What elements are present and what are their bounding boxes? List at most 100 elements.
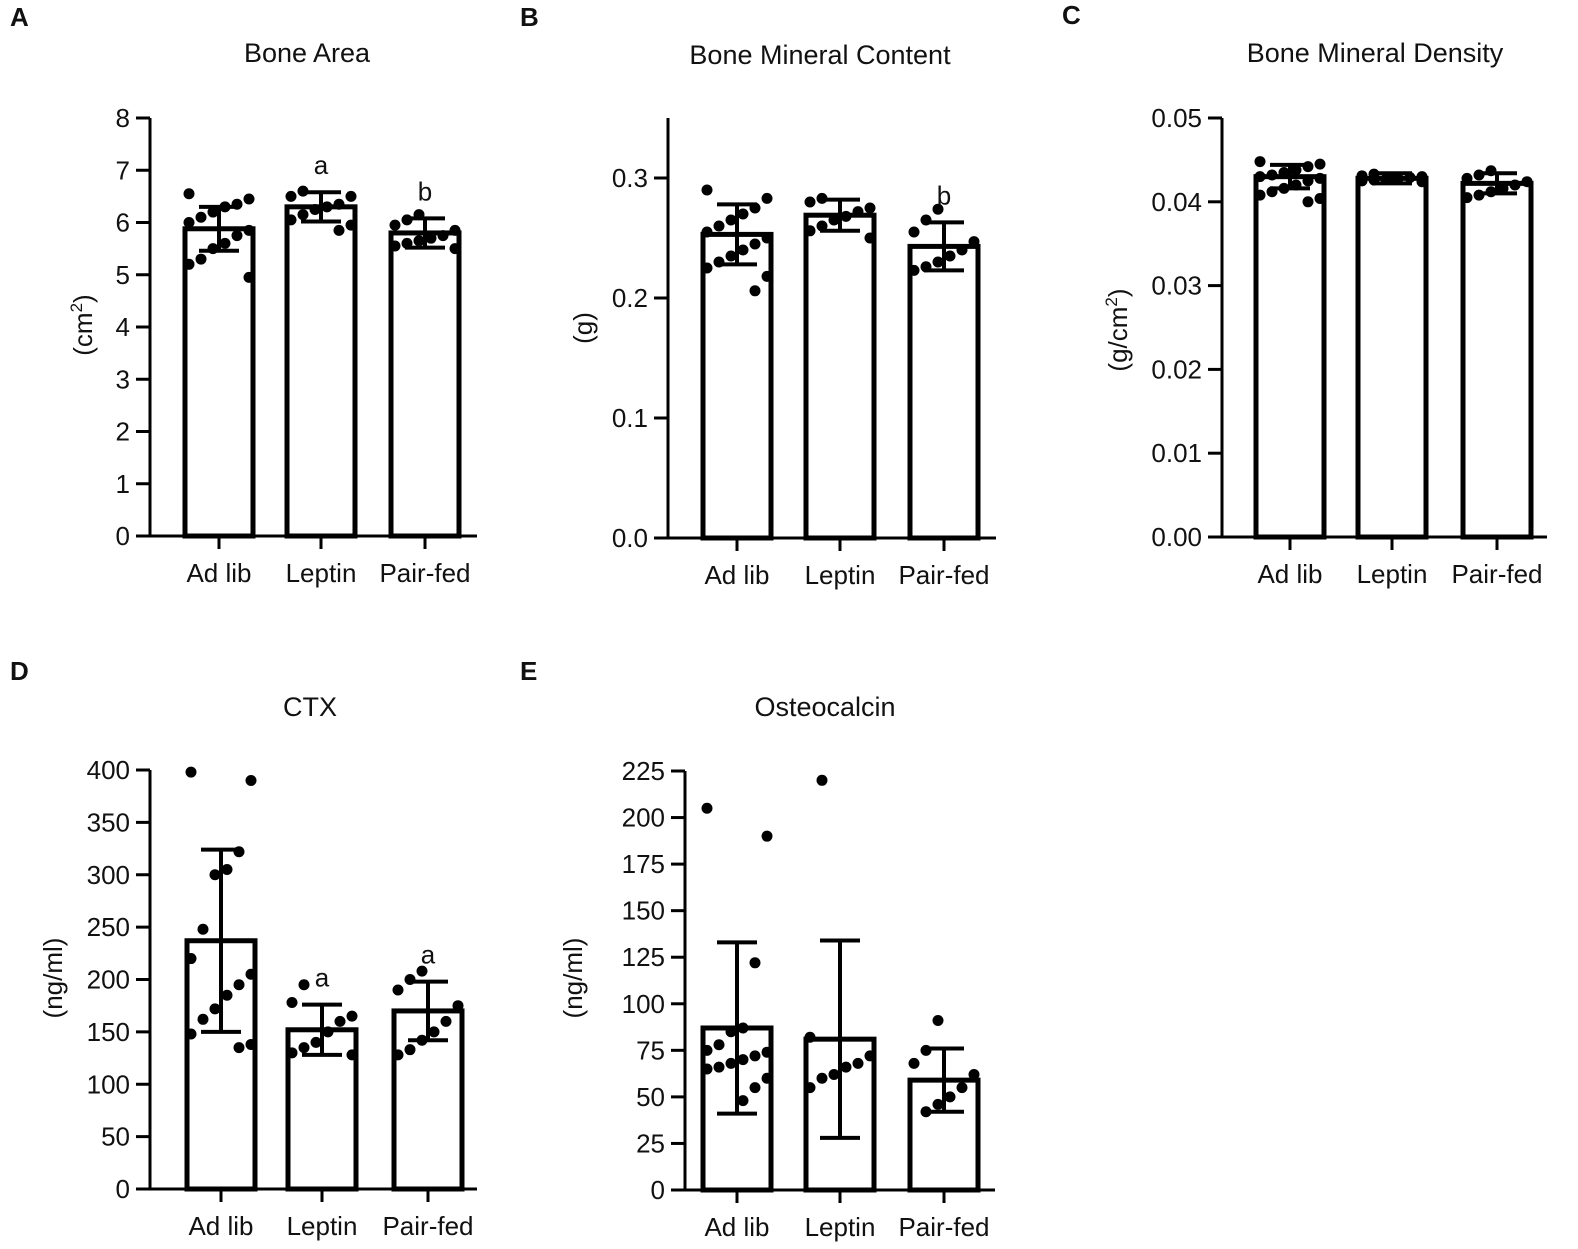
chart-e-data-point [737, 1095, 749, 1107]
chart-e-data-point [932, 1098, 944, 1110]
chart-a-data-point [345, 190, 357, 202]
chart-e-data-point [761, 1072, 773, 1084]
chart-d-data-point [209, 1003, 221, 1015]
chart-b-data-point [701, 262, 713, 274]
chart-d-data-point [245, 968, 257, 980]
chart-e-y-axis-label: (ng/ml) [558, 938, 588, 1019]
chart-b-y-tick-label: 0.0 [612, 523, 648, 553]
chart-d-data-point [245, 774, 257, 786]
chart-b-data-point [920, 261, 932, 273]
chart-d-y-tick-label: 50 [101, 1122, 130, 1152]
chart-d-x-tick-label: Leptin [287, 1211, 358, 1241]
chart-c-data-point [1278, 182, 1290, 194]
chart-b-x-tick-label: Ad lib [704, 560, 769, 590]
chart-c-x-tick-label: Pair-fed [1451, 559, 1542, 589]
chart-d-data-point [440, 1015, 452, 1027]
chart-e-x-tick-label: Pair-fed [898, 1212, 989, 1242]
chart-b-data-point [864, 202, 876, 214]
chart-b-y-axis-label: (g) [568, 312, 598, 344]
chart-d-data-point [185, 1028, 197, 1040]
chart-e-data-point [864, 1050, 876, 1062]
chart-a-bar [284, 204, 358, 539]
chart-c-y-tick-label: 0.00 [1151, 522, 1202, 552]
chart-e-x-tick-label: Leptin [805, 1212, 876, 1242]
chart-d-y-tick-label: 0 [116, 1174, 130, 1204]
chart-d-y-tick-label: 200 [87, 965, 130, 995]
chart-b-data-point [852, 206, 864, 218]
chart-b-significance-label: b [937, 180, 951, 210]
chart-e-x-tick-label: Ad lib [704, 1212, 769, 1242]
chart-b-data-point [828, 214, 840, 226]
chart-e-data-point [725, 1026, 737, 1038]
chart-e-y-axis-label-main: (ng/ml) [558, 938, 588, 1019]
chart-c-panel-letter: C [1062, 0, 1081, 30]
chart-e-data-point [701, 1044, 713, 1056]
chart-b-data-point [725, 250, 737, 262]
chart-d-data-point [452, 1000, 464, 1012]
chart-a-data-point [231, 198, 243, 210]
chart-d-data-point [346, 1010, 358, 1022]
chart-e-data-point [908, 1057, 920, 1069]
chart-b-data-point [920, 214, 932, 226]
chart-c-x-tick-label: Leptin [1357, 559, 1428, 589]
chart-b-data-point [761, 232, 773, 244]
chart-b-data-point [908, 264, 920, 276]
chart-c-data-point [1380, 173, 1392, 185]
chart-a-data-point [389, 240, 401, 252]
chart-c-data-point [1302, 196, 1314, 208]
chart-a-data-point [195, 253, 207, 265]
chart-b-data-point [725, 214, 737, 226]
chart-c-data-point [1314, 172, 1326, 184]
chart-c-title: Bone Mineral Density [1247, 38, 1504, 68]
chart-a-y-axis-label: (cm2) [67, 294, 98, 355]
chart-a-y-tick-label: 4 [116, 312, 130, 342]
chart-c-data-point [1392, 172, 1404, 184]
chart-a-data-point [321, 201, 333, 213]
chart-d-data-point [392, 1049, 404, 1061]
chart-a-data-point [437, 230, 449, 242]
chart-a-y-tick-label: 3 [116, 364, 130, 394]
chart-b-data-point [701, 226, 713, 238]
chart-a-y-axis-label-sup: 2 [67, 303, 86, 312]
chart-d-y-tick-label: 350 [87, 807, 130, 837]
chart-d-title: CTX [283, 692, 337, 722]
chart-e-data-point [828, 1069, 840, 1081]
chart-a-y-tick-label: 7 [116, 155, 130, 185]
chart-b-title: Bone Mineral Content [689, 40, 951, 70]
chart-a-data-point [243, 193, 255, 205]
chart-d-data-point [322, 1026, 334, 1038]
chart-d-data-point [404, 974, 416, 985]
chart-e-data-point [932, 1015, 944, 1027]
chart-b-data-point [944, 250, 956, 262]
chart-a-data-point [425, 232, 437, 244]
chart-a-data-point [231, 230, 243, 242]
chart-e-data-point [701, 802, 713, 814]
chart-e-y-tick-label: 75 [636, 1035, 665, 1065]
chart-c-data-point [1368, 174, 1380, 186]
chart-b-data-point [713, 220, 725, 232]
chart-b-data-point [956, 244, 968, 256]
chart-c-bar [1460, 180, 1534, 540]
chart-e-data-point [920, 1106, 932, 1118]
chart-a-y-tick-label: 8 [116, 103, 130, 133]
chart-e-y-tick-label: 200 [622, 803, 665, 833]
chart-a-data-point [285, 190, 297, 202]
chart-b-y-tick-label: 0.1 [612, 403, 648, 433]
chart-b-data-point [864, 232, 876, 244]
chart-c-data-point [1521, 176, 1533, 188]
chart-c-y-tick-label: 0.03 [1151, 271, 1202, 301]
chart-d-data-point [197, 923, 209, 935]
chart-c-y-tick-label: 0.02 [1151, 354, 1202, 384]
chart-d-x-tick-label: Pair-fed [382, 1211, 473, 1241]
chart-c-data-point [1254, 189, 1266, 201]
chart-d-y-tick-label: 150 [87, 1017, 130, 1047]
chart-c-data-point [1497, 182, 1509, 194]
chart-e-data-point [749, 1082, 761, 1094]
chart-a-data-point [285, 214, 297, 226]
chart-d-y-tick-label: 250 [87, 912, 130, 942]
chart-e-data-point [804, 1082, 816, 1094]
chart-b-data-point [932, 203, 944, 215]
chart-a-data-point [401, 237, 413, 249]
chart-c-data-point [1302, 175, 1314, 187]
chart-c-data-point [1473, 189, 1485, 201]
